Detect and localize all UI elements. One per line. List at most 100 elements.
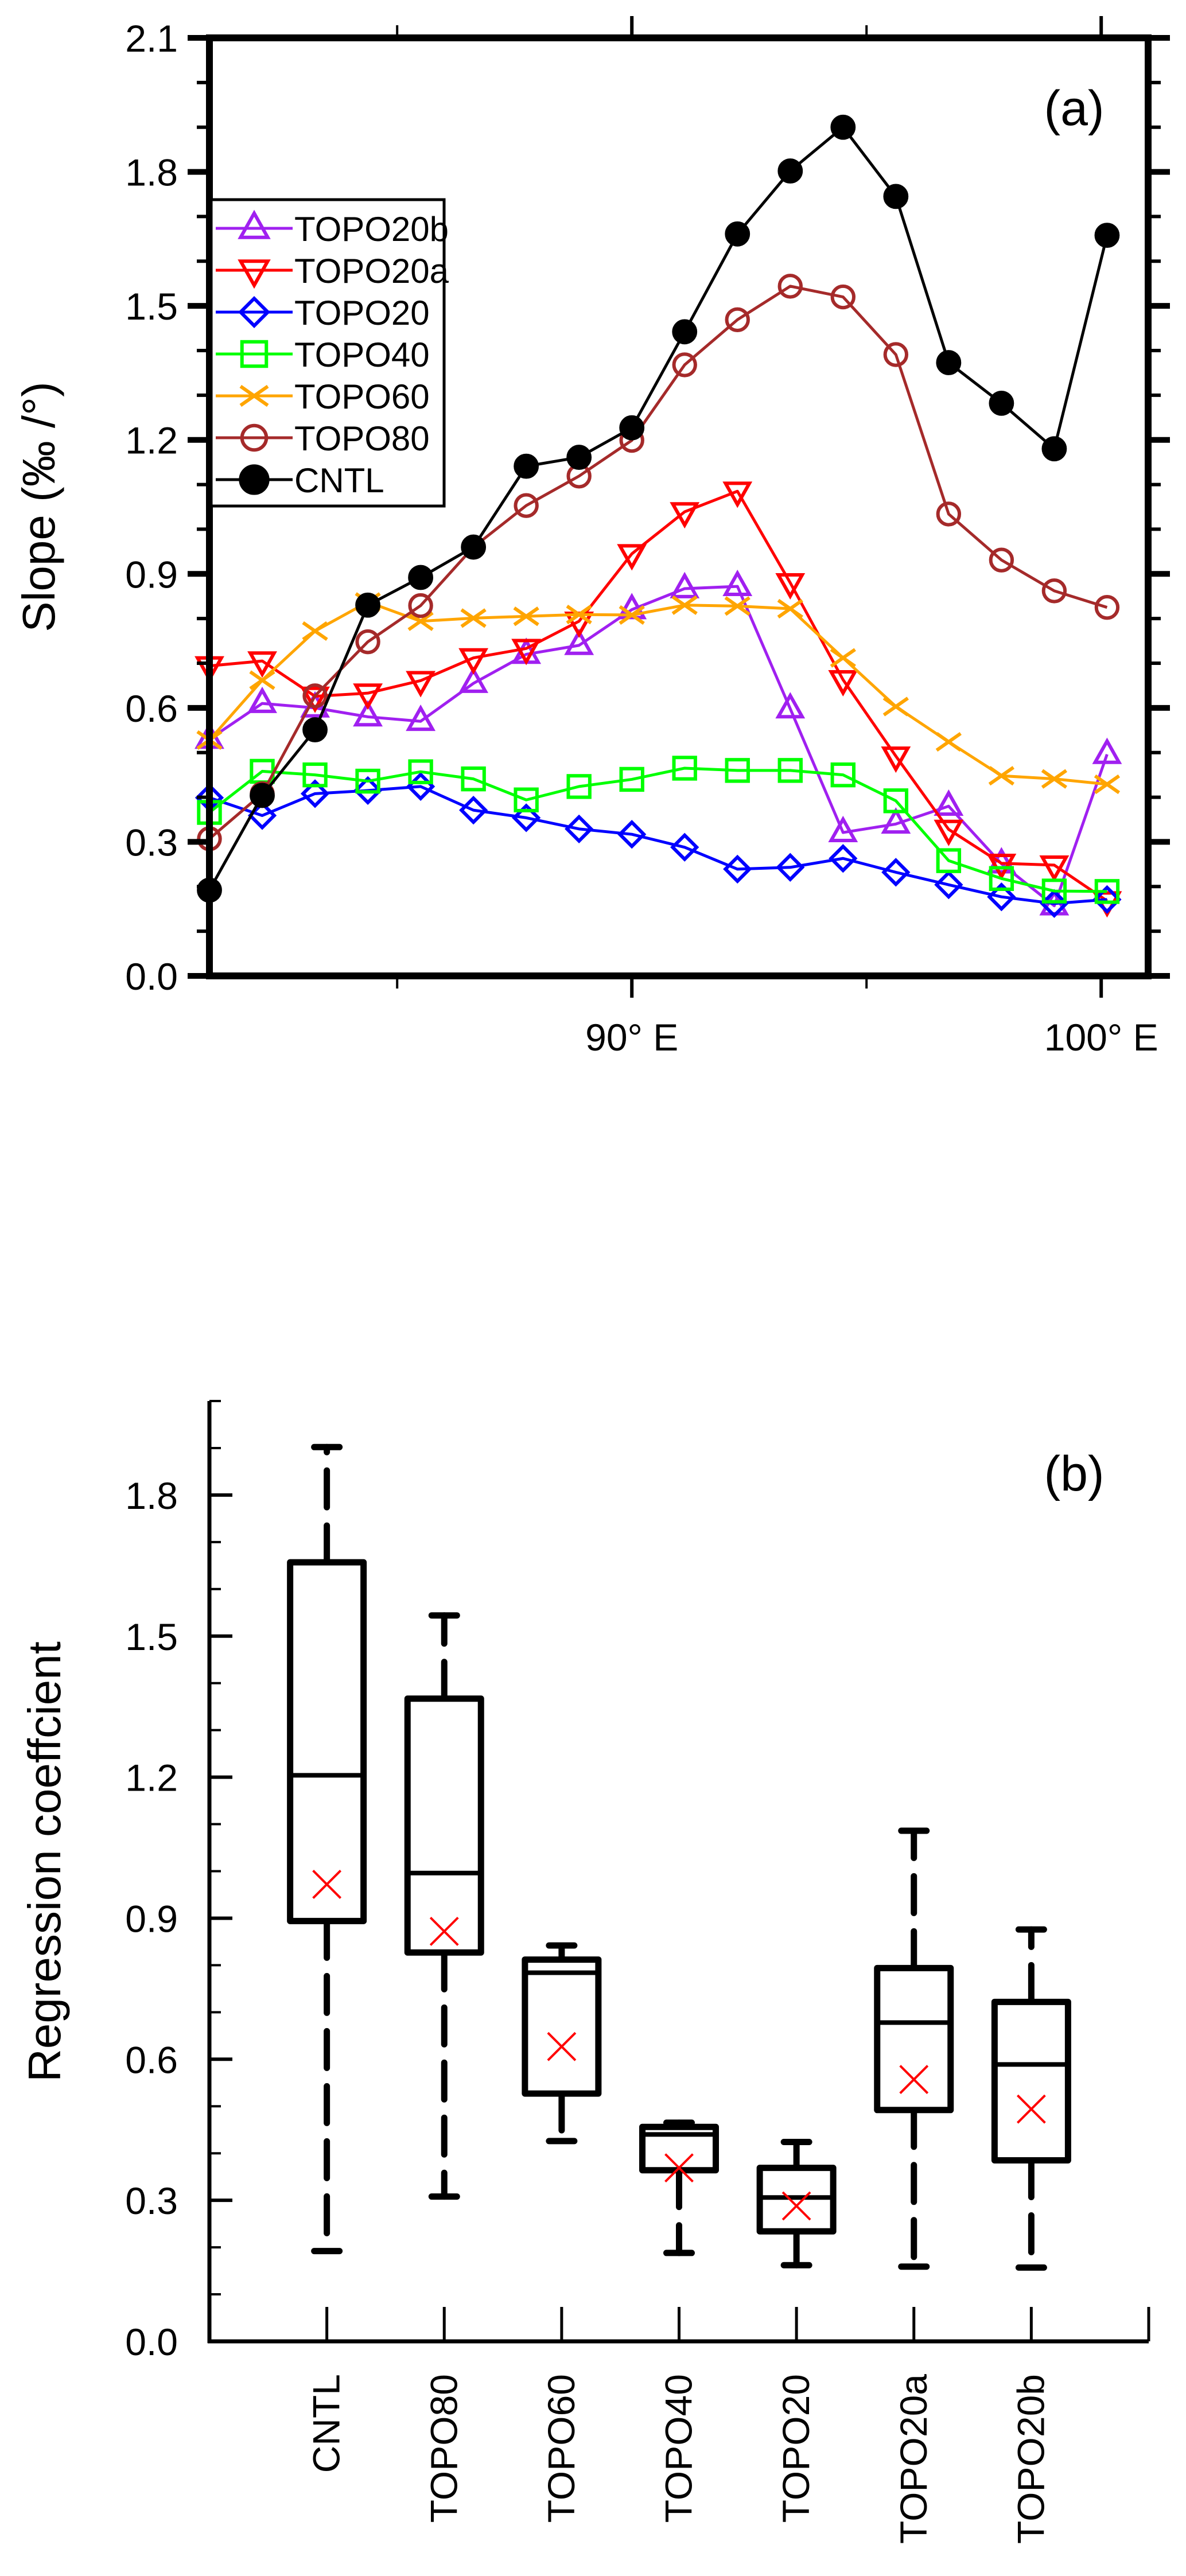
y-tick-label: 0.3 <box>125 821 178 863</box>
point-topo20 <box>723 854 752 884</box>
y-tick-label: 0.3 <box>125 2180 178 2222</box>
point-topo20a <box>458 648 489 675</box>
point-topo20b <box>881 807 911 834</box>
point-topo40 <box>830 762 856 788</box>
point-cntl <box>777 158 803 184</box>
point-topo60 <box>724 596 751 616</box>
mean-marker <box>312 1870 342 1899</box>
panel-b-label: (b) <box>1044 1446 1104 1501</box>
legend-label: TOPO20a <box>294 252 449 290</box>
series-cntl <box>197 114 1120 903</box>
point-topo20 <box>934 870 963 900</box>
y-tick-label: 0.0 <box>125 955 178 998</box>
point-topo20a <box>828 670 858 697</box>
point-topo20a <box>881 746 911 773</box>
point-topo20b <box>406 704 436 731</box>
point-topo40 <box>672 756 697 781</box>
legend-marker-topo20 <box>238 296 270 328</box>
panel-a-series-layer <box>195 114 1122 919</box>
point-topo60 <box>1094 774 1121 795</box>
point-topo40 <box>408 759 433 784</box>
point-topo20b <box>670 571 700 598</box>
point-topo20 <box>670 832 699 862</box>
point-topo60 <box>988 766 1015 786</box>
box-topo80 <box>404 1612 484 2200</box>
panel-a-line-chart: 0.0 0.3 0.6 0.9 1.2 1.5 1.8 2.1 90° E 100° E Slop… <box>13 16 1170 1059</box>
category-label-topo60: TOPO60 <box>540 2374 582 2523</box>
point-topo60 <box>407 611 434 631</box>
point-cntl <box>936 350 962 375</box>
panel-b-tick-labels: 0.0 0.3 0.6 0.9 1.2 1.5 1.8 <box>125 1474 178 2363</box>
point-topo40 <box>883 788 909 814</box>
point-cntl <box>883 184 909 209</box>
legend-item-topo20a: TOPO20a <box>216 252 449 290</box>
point-topo20 <box>565 814 594 843</box>
panel-b-box-plot: 0.0 0.3 0.6 0.9 1.2 1.5 1.8 Regression coeffci… <box>19 1400 1150 2544</box>
iqr-box <box>522 1956 602 2097</box>
point-topo20b <box>458 666 489 693</box>
point-topo20b <box>617 593 647 620</box>
point-topo80 <box>672 352 697 378</box>
point-topo80 <box>408 593 433 618</box>
point-topo60 <box>249 670 275 690</box>
point-topo80 <box>883 342 909 367</box>
point-topo60 <box>671 595 698 615</box>
series-topo20 <box>195 772 1122 919</box>
mean-marker <box>781 2191 811 2221</box>
y-tick-label: 0.0 <box>125 2321 178 2363</box>
y-tick-label: 0.9 <box>125 553 178 596</box>
box-topo20 <box>756 2139 837 2268</box>
point-cntl <box>830 114 856 140</box>
point-topo60 <box>566 605 592 625</box>
point-topo20a <box>247 651 277 678</box>
point-topo60 <box>777 598 803 619</box>
point-topo20a <box>1039 855 1070 882</box>
legend-label: TOPO20 <box>294 294 430 332</box>
point-topo20a <box>511 639 542 666</box>
point-cntl <box>461 534 487 560</box>
mean-marker <box>429 1916 459 1946</box>
point-cntl <box>514 453 539 479</box>
legend-item-topo20b: TOPO20b <box>216 209 449 248</box>
legend-marker-topo20a <box>238 259 271 289</box>
series-topo20b <box>195 569 1122 916</box>
panel-a-frame <box>206 34 1152 979</box>
legend-item-cntl: CNTL <box>216 461 384 500</box>
legend-label: TOPO80 <box>294 419 430 458</box>
point-topo80 <box>777 274 803 299</box>
legend-marker-topo40 <box>240 340 269 368</box>
y-tick-label: 1.5 <box>125 285 178 328</box>
legend-item-topo40: TOPO40 <box>216 336 430 374</box>
point-topo40 <box>777 758 803 783</box>
x-tick-label: 90° E <box>585 1016 678 1059</box>
legend-label: TOPO60 <box>294 378 430 416</box>
point-topo60 <box>830 648 856 668</box>
category-label-topo20b: TOPO20b <box>1009 2374 1052 2544</box>
point-topo40 <box>989 866 1014 891</box>
point-topo80 <box>830 284 856 310</box>
legend-marker-topo60 <box>239 384 269 407</box>
legend-marker-topo20b <box>238 209 271 239</box>
point-topo60 <box>619 605 645 625</box>
point-topo40 <box>566 774 592 799</box>
legend-marker-topo80 <box>240 423 269 452</box>
point-cntl <box>1094 223 1120 248</box>
legend-label: CNTL <box>294 461 384 500</box>
point-topo80 <box>1094 594 1120 620</box>
point-topo60 <box>513 606 539 627</box>
point-topo20a <box>986 853 1017 881</box>
point-topo40 <box>936 848 962 873</box>
point-cntl <box>989 390 1014 416</box>
x-tick-label: 100° E <box>1044 1016 1158 1059</box>
point-topo80 <box>989 547 1014 573</box>
point-topo20 <box>458 796 488 825</box>
point-topo20a <box>353 683 383 710</box>
mean-marker <box>899 2065 929 2094</box>
point-topo40 <box>1094 879 1120 904</box>
line-topo20b <box>208 585 1109 908</box>
point-cntl <box>672 319 698 345</box>
category-label-topo20: TOPO20 <box>775 2374 817 2523</box>
point-cntl <box>355 592 380 618</box>
panel-b-category-labels: CNTL TOPO80 TOPO60 TOPO40 TOPO20 TOPO20a TOPO2… <box>305 2374 1052 2544</box>
